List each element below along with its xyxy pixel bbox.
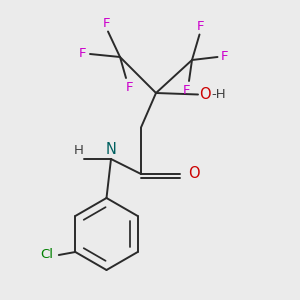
Text: F: F: [221, 50, 229, 64]
Text: F: F: [197, 20, 205, 33]
Text: F: F: [125, 81, 133, 94]
Text: F: F: [182, 84, 190, 97]
Text: F: F: [103, 17, 110, 30]
Text: Cl: Cl: [40, 248, 53, 262]
Text: O: O: [188, 167, 200, 182]
Text: H: H: [74, 145, 83, 158]
Text: F: F: [79, 47, 86, 61]
Text: O: O: [200, 87, 211, 102]
Text: -H: -H: [212, 88, 226, 101]
Text: N: N: [106, 142, 116, 158]
